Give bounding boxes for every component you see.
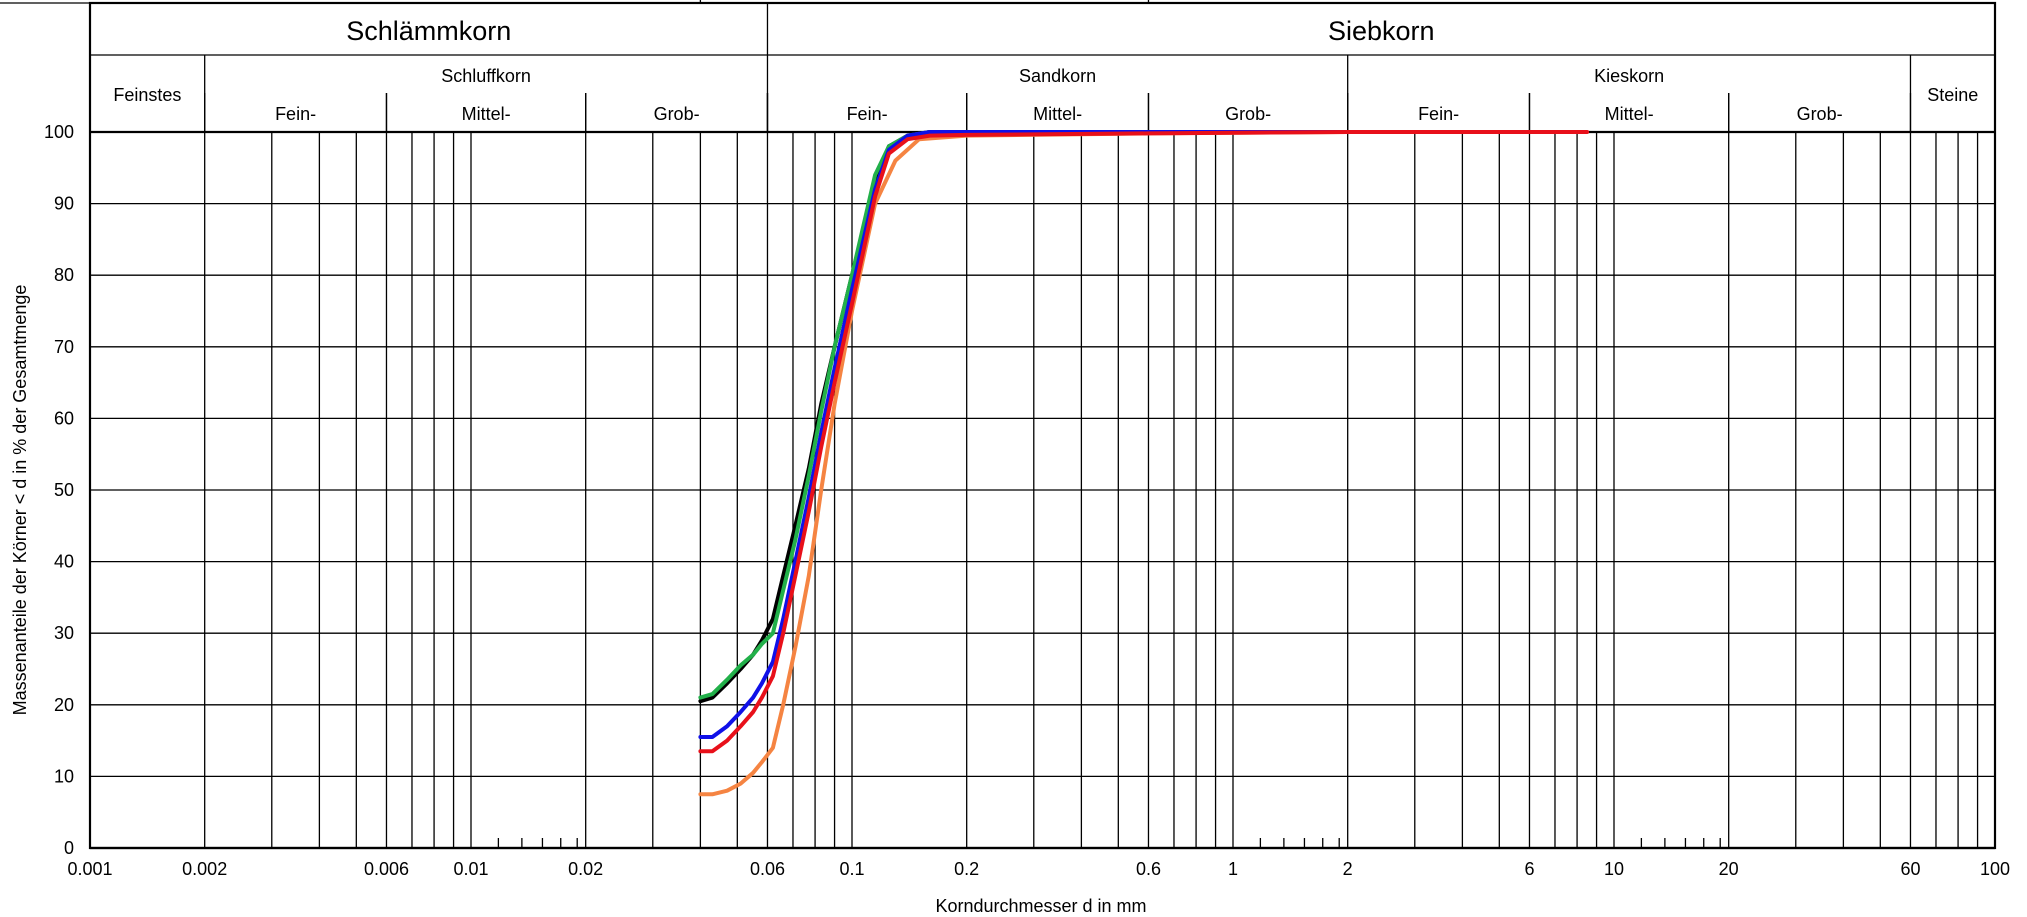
- header-sub-label: Mittel-: [462, 104, 511, 124]
- y-tick-labels: 0 10 20 30 40 50 60 70 80 90 100: [44, 122, 74, 858]
- x-tick-label: 0.1: [839, 859, 864, 879]
- header-group-label: Schluffkorn: [441, 66, 531, 86]
- header-top-label: Siebkorn: [1328, 16, 1435, 46]
- grid: [89, 132, 1996, 848]
- y-tick-label: 90: [54, 194, 74, 214]
- y-tick-label: 30: [54, 623, 74, 643]
- series-group: [698, 130, 1590, 797]
- x-tick-label: 0.006: [364, 859, 409, 879]
- x-axis-label: Korndurchmesser d in mm: [935, 896, 1146, 916]
- series-line-2: [698, 130, 1350, 704]
- x-tick-label: 0.001: [67, 859, 112, 879]
- y-tick-label: 40: [54, 552, 74, 572]
- chart-frame: [88, 1, 1997, 850]
- y-tick-label: 50: [54, 480, 74, 500]
- series-line-5: [698, 130, 1590, 754]
- header-sub-label: Mittel-: [1605, 104, 1654, 124]
- header-group-label: Feinstes: [113, 85, 181, 105]
- header-sub-label: Fein-: [847, 104, 888, 124]
- y-tick-label: 80: [54, 265, 74, 285]
- header-sub-label: Fein-: [1418, 104, 1459, 124]
- series-line-1: [698, 130, 1580, 797]
- x-tick-label: 0.6: [1136, 859, 1161, 879]
- x-tick-label: 100: [1980, 859, 2010, 879]
- x-tick-label: 6: [1524, 859, 1534, 879]
- x-tick-label: 2: [1343, 859, 1353, 879]
- header-group-label: Sandkorn: [1019, 66, 1096, 86]
- header-group-label: Steine: [1927, 85, 1978, 105]
- header-sub-label: Grob-: [1797, 104, 1843, 124]
- y-tick-label: 100: [44, 122, 74, 142]
- y-tick-label: 70: [54, 337, 74, 357]
- header-top-label: Schlämmkorn: [346, 16, 511, 46]
- y-tick-label: 0: [64, 838, 74, 858]
- x-tick-label: 0.01: [453, 859, 488, 879]
- header-sub-label: Fein-: [275, 104, 316, 124]
- y-tick-label: 20: [54, 695, 74, 715]
- soil-class-header: Schlämmkorn Siebkorn Feinstes Schluffkorn Sa…: [0, 0, 1997, 850]
- x-tick-label: 0.02: [568, 859, 603, 879]
- header-sub-label: Grob-: [654, 104, 700, 124]
- x-tick-label: 1: [1228, 859, 1238, 879]
- y-axis-label: Massenanteile der Körner < d in % der Ge…: [10, 285, 30, 716]
- x-tick-labels: 0.001 0.002 0.006 0.01 0.02 0.06 0.1 0.2 0.6 1 2 6 1…: [67, 859, 2010, 879]
- x-tick-label: 20: [1719, 859, 1739, 879]
- series-line-3: [698, 130, 1350, 700]
- y-tick-label: 10: [54, 766, 74, 786]
- header-group-label: Kieskorn: [1594, 66, 1664, 86]
- x-tick-label: 0.2: [954, 859, 979, 879]
- header-sub-label: Grob-: [1225, 104, 1271, 124]
- x-tick-label: 0.002: [182, 859, 227, 879]
- y-tick-label: 60: [54, 408, 74, 428]
- series-line-4: [698, 130, 1350, 739]
- x-tick-label: 10: [1604, 859, 1624, 879]
- header-sub-label: Mittel-: [1033, 104, 1082, 124]
- x-tick-label: 0.06: [750, 859, 785, 879]
- x-tick-label: 60: [1900, 859, 1920, 879]
